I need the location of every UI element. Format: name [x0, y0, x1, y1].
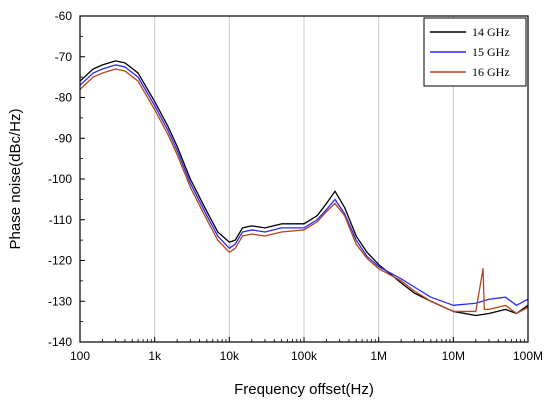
legend-label: 15 GHz: [472, 45, 510, 59]
legend-label: 16 GHz: [472, 65, 510, 79]
y-tick-label: -120: [48, 254, 72, 268]
series-line: [79, 68, 529, 315]
legend: 14 GHz 15 GHz 16 GHz: [423, 17, 527, 87]
y-tick-label: -60: [55, 9, 73, 23]
y-tick-label: -140: [48, 335, 72, 349]
legend-label: 14 GHz: [472, 25, 510, 39]
x-tick-label: 100k: [291, 349, 318, 363]
y-tick-label: -80: [55, 91, 73, 105]
x-tick-label: 1k: [148, 349, 162, 363]
x-tick-label: 10M: [442, 349, 465, 363]
y-tick-label: -90: [55, 131, 73, 145]
x-tick-label: 100M: [513, 349, 543, 363]
y-axis-title: Phase noise(dBc/Hz): [7, 109, 24, 250]
x-tick-label: 1M: [370, 349, 387, 363]
x-axis-title: Frequency offset(Hz): [234, 381, 374, 398]
x-tick-label: 100: [70, 349, 90, 363]
axis-ticks: 100 1k 10k 100k 1M 10M 100M -60 -70 -80 -90 -100 -11…: [48, 9, 543, 363]
y-tick-label: -70: [55, 50, 73, 64]
grid-lines: [154, 16, 454, 342]
y-tick-label: -100: [48, 172, 72, 186]
x-tick-label: 10k: [220, 349, 240, 363]
series-line: [79, 64, 529, 306]
y-tick-label: -110: [49, 213, 72, 227]
series-layer: [79, 60, 529, 317]
y-tick-label: -130: [48, 294, 72, 308]
